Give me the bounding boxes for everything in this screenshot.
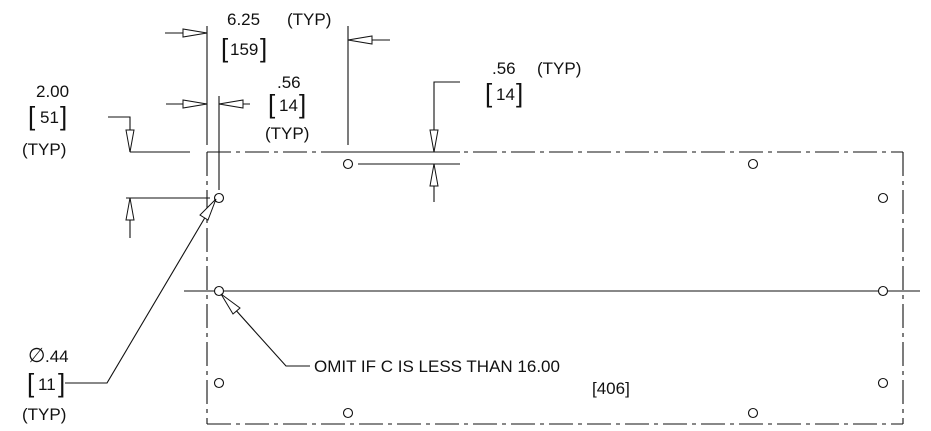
arrow-left-icon <box>347 35 373 45</box>
bracket-close: ] <box>260 33 267 63</box>
arrow-up-icon <box>125 197 135 221</box>
omit-note: OMIT IF C IS LESS THAN 16.00 [406] <box>220 293 630 398</box>
mounting-holes <box>213 158 889 419</box>
dimension-edge-x: .56 [ 14 ] (TYP) <box>166 73 309 143</box>
dimension-6-25: 6.25 (TYP) [ 159 ] <box>165 10 390 63</box>
arrow-down-icon <box>429 129 439 153</box>
left-metric: 51 <box>40 108 59 127</box>
extension-lines <box>126 26 460 199</box>
dimension-edge-y: .56 (TYP) [ 14 ] <box>429 59 581 202</box>
hole <box>747 407 759 419</box>
panel-outline <box>206 151 904 425</box>
bracket-open: [ <box>27 368 35 398</box>
spacing-value: 6.25 <box>227 10 260 29</box>
arrow-down-icon <box>125 129 135 153</box>
arrow-icon <box>199 198 217 221</box>
hole <box>877 192 889 204</box>
hole-diameter-callout: ∅ .44 [ 11 ] (TYP) <box>22 198 217 424</box>
hole-metric: 11 <box>38 375 56 394</box>
edge-x-typ: (TYP) <box>265 124 309 143</box>
hole <box>877 285 889 297</box>
spacing-typ: (TYP) <box>287 10 331 29</box>
omit-note-metric: [406] <box>592 379 630 398</box>
hole <box>213 377 225 389</box>
left-value: 2.00 <box>36 82 69 101</box>
diameter-symbol: ∅ <box>28 345 45 367</box>
edge-y-value: .56 <box>492 59 516 78</box>
hole <box>213 285 225 297</box>
arrow-left-icon <box>218 99 244 109</box>
bracket-open: [ <box>485 78 493 108</box>
edge-y-typ: (TYP) <box>537 59 581 78</box>
bracket-close: ] <box>60 101 67 131</box>
hole <box>342 407 354 419</box>
arrow-right-icon <box>182 28 208 38</box>
hole-typ: (TYP) <box>22 405 66 424</box>
edge-x-value: .56 <box>277 73 301 92</box>
arrow-right-icon <box>182 99 208 109</box>
bracket-open: [ <box>221 33 229 63</box>
bracket-close: ] <box>58 368 65 398</box>
bracket-open: [ <box>28 101 36 131</box>
hole <box>342 158 354 170</box>
edge-x-metric: 14 <box>279 96 298 115</box>
bracket-close: ] <box>516 78 523 108</box>
hole <box>747 158 759 170</box>
bracket-open: [ <box>268 89 276 119</box>
hole-value: .44 <box>45 347 69 366</box>
left-typ: (TYP) <box>22 140 66 159</box>
dimension-2-00: 2.00 [ 51 ] (TYP) <box>22 82 135 238</box>
arrow-icon <box>220 293 241 315</box>
hole <box>213 192 225 204</box>
omit-note-text: OMIT IF C IS LESS THAN 16.00 <box>314 357 560 376</box>
bracket-close: ] <box>299 89 306 119</box>
edge-y-metric: 14 <box>496 85 515 104</box>
arrow-up-icon <box>429 163 439 187</box>
hole <box>877 377 889 389</box>
spacing-metric: 159 <box>230 40 258 59</box>
